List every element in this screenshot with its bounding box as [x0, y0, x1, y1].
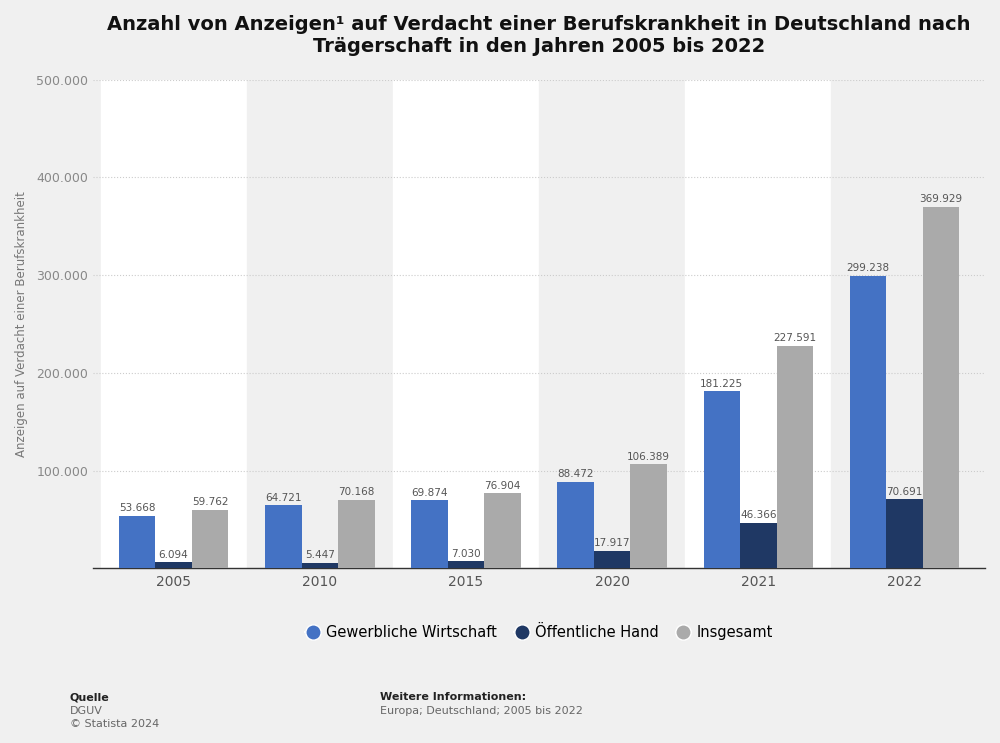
Text: 59.762: 59.762	[192, 497, 228, 507]
Legend: Gewerbliche Wirtschaft, Öffentliche Hand, Insgesamt: Gewerbliche Wirtschaft, Öffentliche Hand…	[300, 620, 779, 646]
Text: 5.447: 5.447	[305, 551, 335, 560]
Bar	[101, 80, 247, 568]
Bar	[338, 500, 375, 568]
Text: Europa; Deutschland; 2005 bis 2022: Europa; Deutschland; 2005 bis 2022	[380, 706, 583, 716]
Text: 369.929: 369.929	[920, 195, 963, 204]
Text: DGUV: DGUV	[70, 706, 103, 716]
Bar	[850, 276, 886, 568]
Bar	[777, 346, 813, 568]
Text: 106.389: 106.389	[627, 452, 670, 462]
Text: 64.721: 64.721	[265, 493, 302, 502]
Text: 17.917: 17.917	[594, 538, 630, 548]
Bar	[557, 481, 594, 568]
Bar	[923, 207, 959, 568]
Text: © Statista 2024: © Statista 2024	[70, 719, 159, 729]
Bar	[119, 516, 155, 568]
Title: Anzahl von Anzeigen¹ auf Verdacht einer Berufskrankheit in Deutschland nach
Träg: Anzahl von Anzeigen¹ auf Verdacht einer …	[107, 15, 971, 56]
Bar	[393, 80, 539, 568]
Bar	[539, 80, 685, 568]
Bar	[265, 505, 302, 568]
Bar	[831, 80, 978, 568]
Y-axis label: Anzeigen auf Verdacht einer Berufskrankheit: Anzeigen auf Verdacht einer Berufskrankh…	[15, 191, 28, 457]
Text: 76.904: 76.904	[484, 481, 521, 490]
Text: 227.591: 227.591	[773, 334, 817, 343]
Text: Quelle: Quelle	[70, 692, 110, 702]
Text: 46.366: 46.366	[740, 510, 777, 521]
Text: 299.238: 299.238	[846, 264, 890, 273]
Bar	[192, 510, 228, 568]
Bar	[630, 464, 667, 568]
Bar	[704, 392, 740, 568]
Bar	[247, 80, 393, 568]
Text: 181.225: 181.225	[700, 379, 743, 389]
Bar	[740, 523, 777, 568]
Bar	[886, 499, 923, 568]
Text: 88.472: 88.472	[557, 470, 594, 479]
Bar	[685, 80, 831, 568]
Bar	[594, 551, 630, 568]
Text: 53.668: 53.668	[119, 503, 155, 513]
Bar	[411, 500, 448, 568]
Bar	[484, 493, 521, 568]
Bar	[302, 563, 338, 568]
Text: 6.094: 6.094	[159, 550, 188, 559]
Text: 69.874: 69.874	[411, 487, 448, 498]
Bar	[448, 562, 484, 568]
Text: 70.691: 70.691	[886, 487, 923, 497]
Text: Weitere Informationen:: Weitere Informationen:	[380, 692, 526, 702]
Text: 7.030: 7.030	[451, 549, 481, 559]
Text: 70.168: 70.168	[338, 487, 375, 497]
Bar	[155, 562, 192, 568]
